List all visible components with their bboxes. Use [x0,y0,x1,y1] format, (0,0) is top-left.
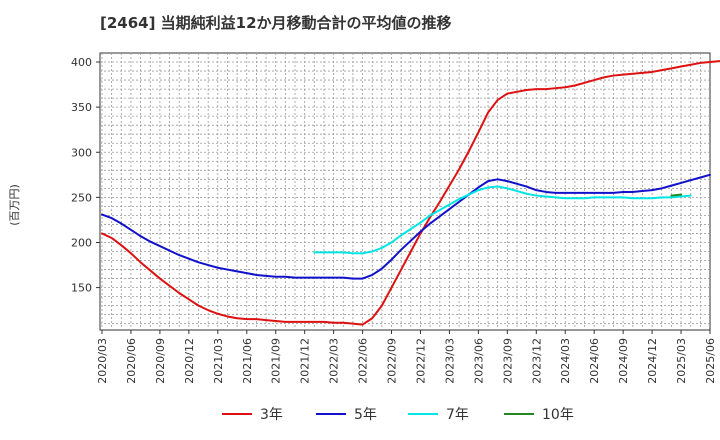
y-tick-label: 250 [71,191,92,204]
legend-label: 5年 [354,407,377,423]
series-line-3年 [101,60,720,326]
y-axis-label: (百万円) [8,184,21,226]
x-tick-label: 2021/09 [270,338,283,384]
chart-title: [2464] 当期純利益12か月移動合計の平均値の推移 [100,14,452,32]
series-layer [101,60,720,326]
x-tick-label: 2024/03 [559,338,572,384]
x-tick-label: 2020/12 [183,338,196,384]
series-line-5年 [101,173,711,280]
x-tick-label: 2021/06 [241,338,254,384]
y-tick-label: 150 [71,282,92,295]
legend-label: 3年 [260,407,283,423]
x-tick-label: 2023/03 [443,338,456,384]
x-tick-label: 2025/06 [704,338,717,384]
x-tick-label: 2020/09 [154,338,167,384]
x-tick-label: 2024/09 [617,338,630,384]
x-tick-label: 2023/09 [501,338,514,384]
x-tick-label: 2022/06 [357,338,370,384]
plot-area [99,52,711,331]
legend-label: 10年 [542,407,574,423]
x-tick-label: 2022/09 [386,338,399,384]
x-tick-label: 2024/06 [588,338,601,384]
y-tick-label: 400 [71,56,92,69]
y-axis: 150 200 250 300 350 400 [71,56,100,295]
x-tick-label: 2023/12 [530,338,543,384]
legend-label: 7年 [446,407,469,423]
x-tick-label: 2020/03 [96,338,109,384]
x-tick-label: 2021/12 [299,338,312,384]
y-tick-label: 200 [71,236,92,249]
x-tick-label: 2022/03 [328,338,341,384]
y-tick-label: 350 [71,101,92,114]
x-tick-label: 2022/12 [414,338,427,384]
x-tick-label: 2025/03 [675,338,688,384]
series-line-10年 [670,193,683,197]
x-tick-label: 2024/12 [646,338,659,384]
series-line-7年 [313,185,692,255]
x-tick-label: 2023/06 [472,338,485,384]
y-tick-label: 300 [71,146,92,159]
x-tick-label: 2020/06 [125,338,138,384]
x-tick-label: 2021/03 [212,338,225,384]
legend: 3年 5年 7年 10年 [222,407,574,423]
x-axis: 2020/03 2020/06 2020/09 2020/12 2021/03 2021/… [96,330,717,384]
